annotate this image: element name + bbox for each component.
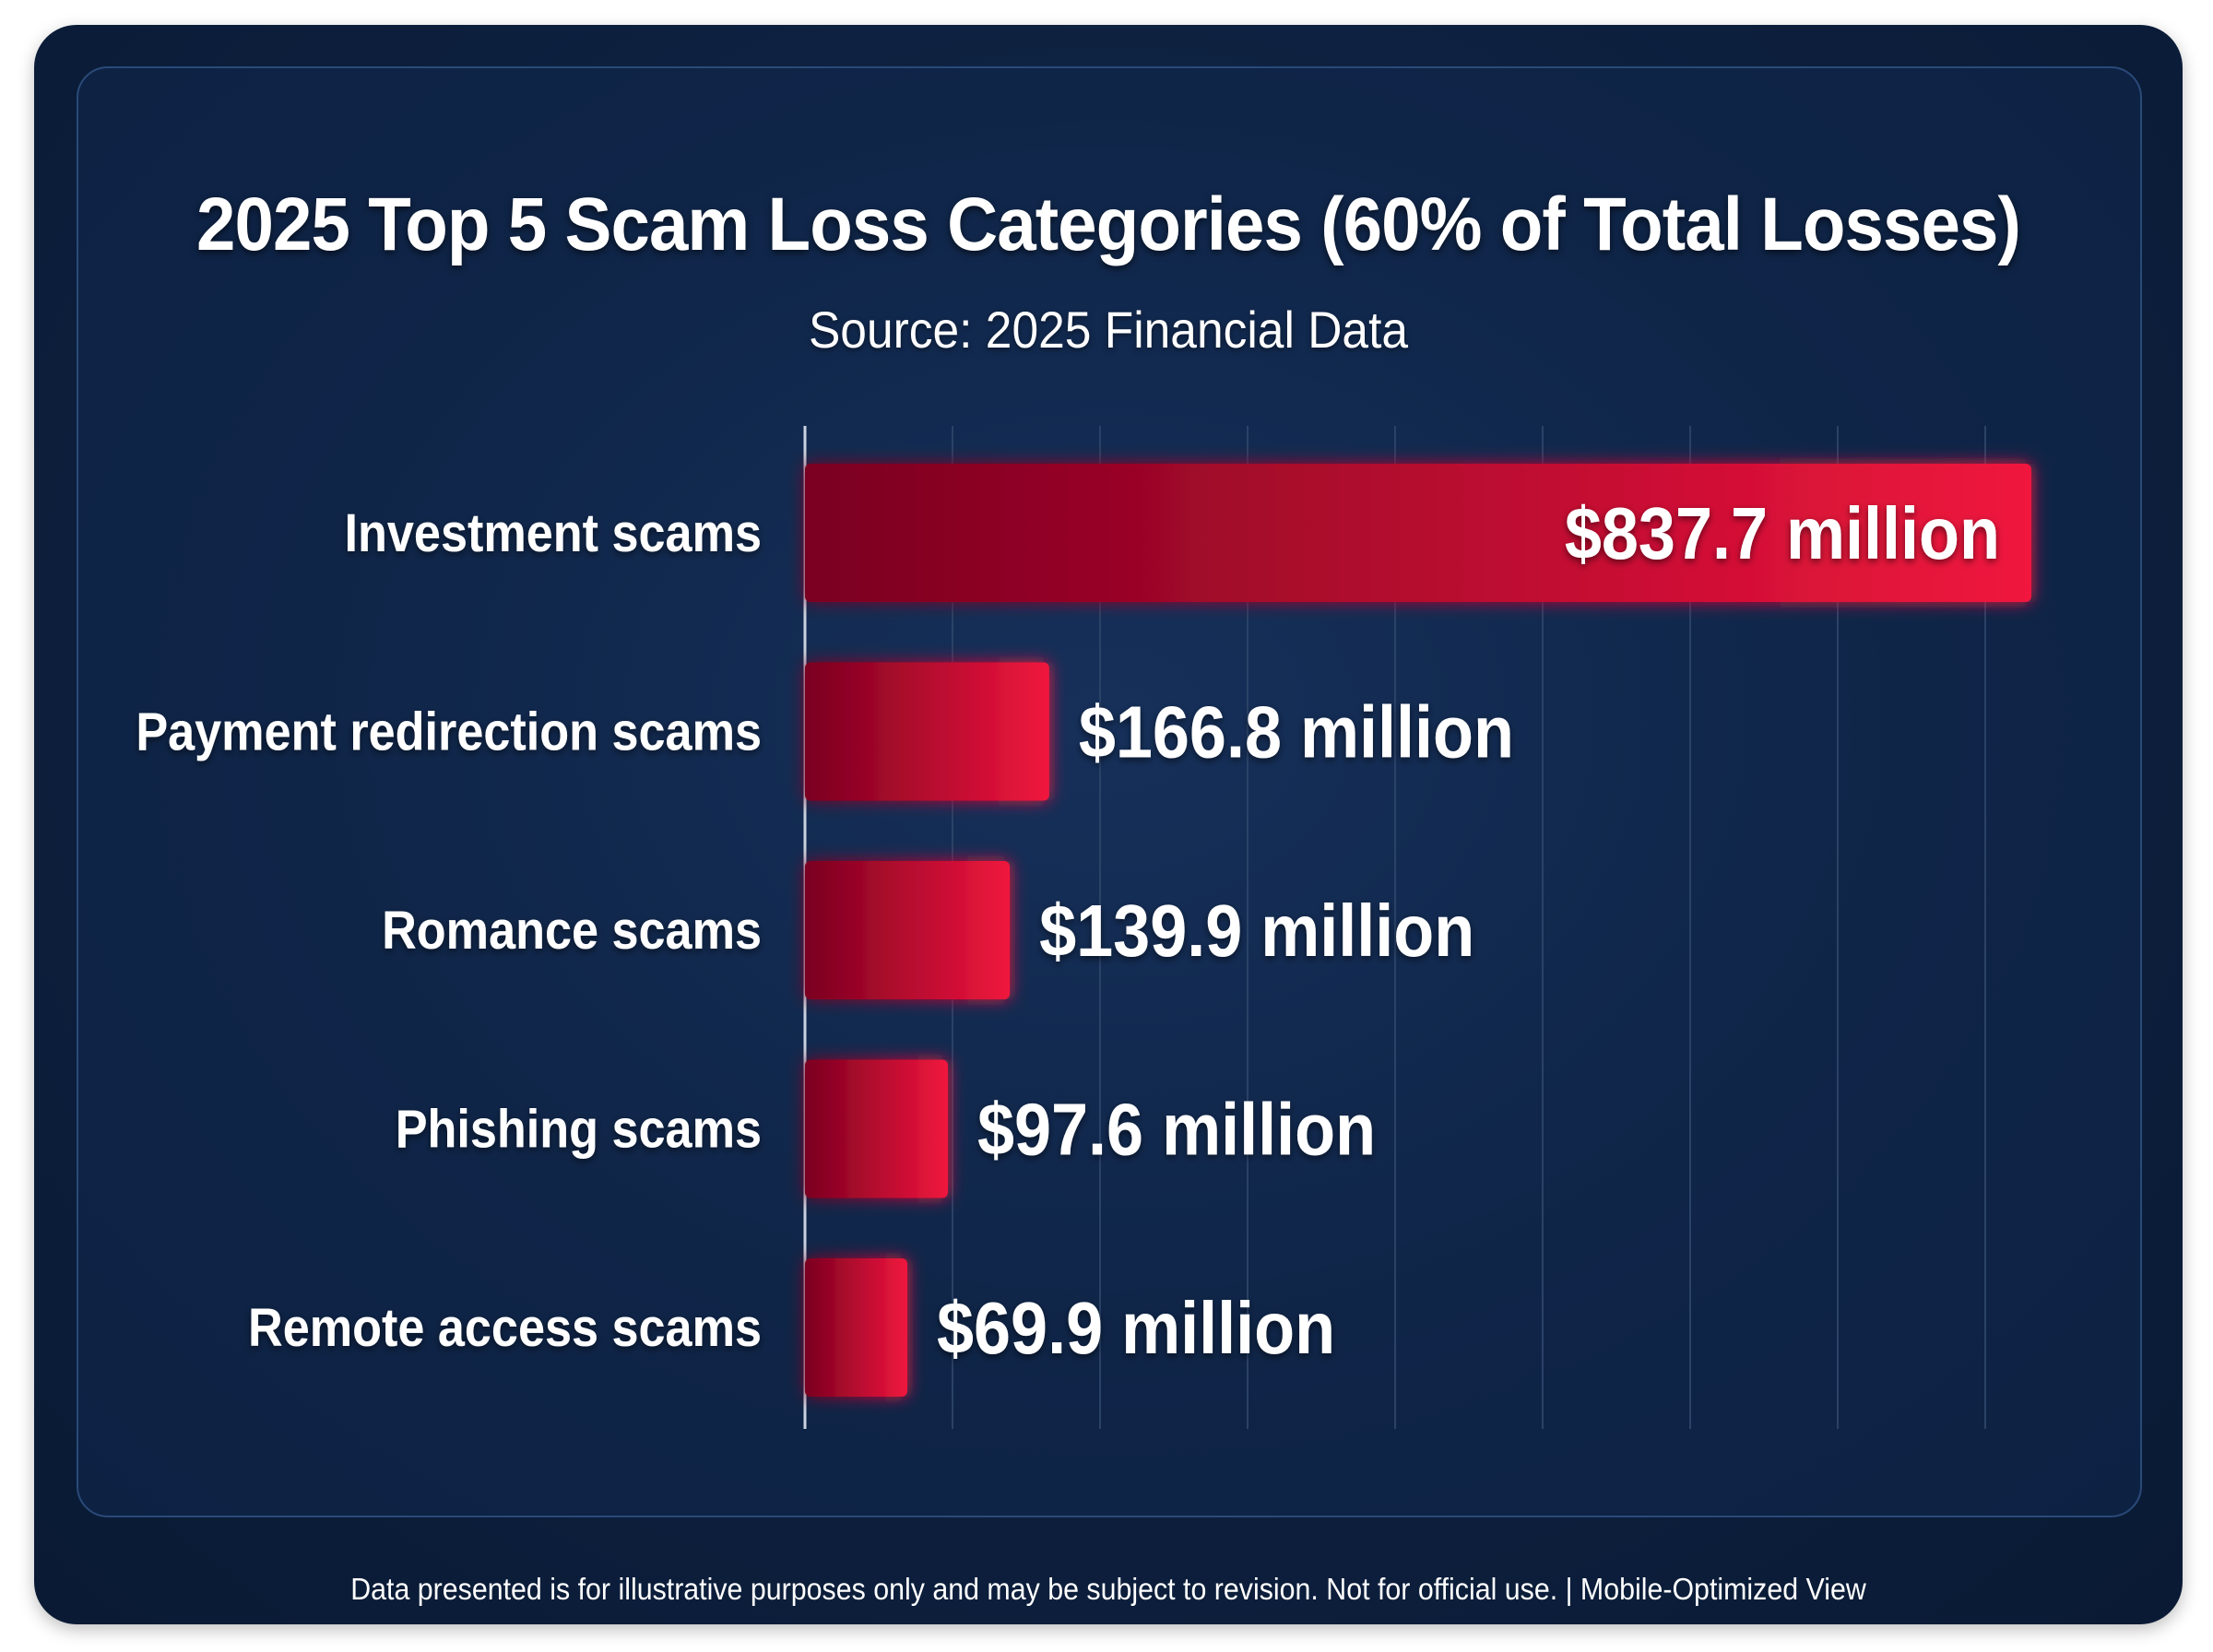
chart-subtitle: Source: 2025 Financial Data [808, 301, 1409, 359]
category-label: Payment redirection scams [136, 702, 762, 761]
category-label: Romance scams [382, 900, 762, 960]
value-label: $97.6 million [977, 1089, 1376, 1171]
bar [805, 1258, 907, 1397]
bar [805, 464, 2031, 602]
footnote: Data presented is for illustrative purpo… [350, 1572, 1866, 1606]
bar [805, 861, 1011, 999]
category-label: Phishing scams [396, 1099, 762, 1159]
chart-panel [77, 66, 2142, 1517]
value-label: $837.7 million [1565, 493, 2000, 575]
category-label: Remote access scams [248, 1297, 762, 1357]
bar [805, 1059, 948, 1198]
chart-card: 2025 Top 5 Scam Loss Categories (60% of … [34, 25, 2183, 1624]
bars [805, 464, 2031, 1397]
value-label: $139.9 million [1039, 891, 1474, 973]
value-label: $69.9 million [937, 1288, 1335, 1370]
value-label: $166.8 million [1079, 691, 1514, 773]
chart-title: 2025 Top 5 Scam Loss Categories (60% of … [196, 183, 2021, 266]
category-label: Investment scams [345, 502, 762, 562]
bar [805, 662, 1049, 801]
labels: Investment scams $837.7 million Payment re… [136, 493, 2000, 1370]
